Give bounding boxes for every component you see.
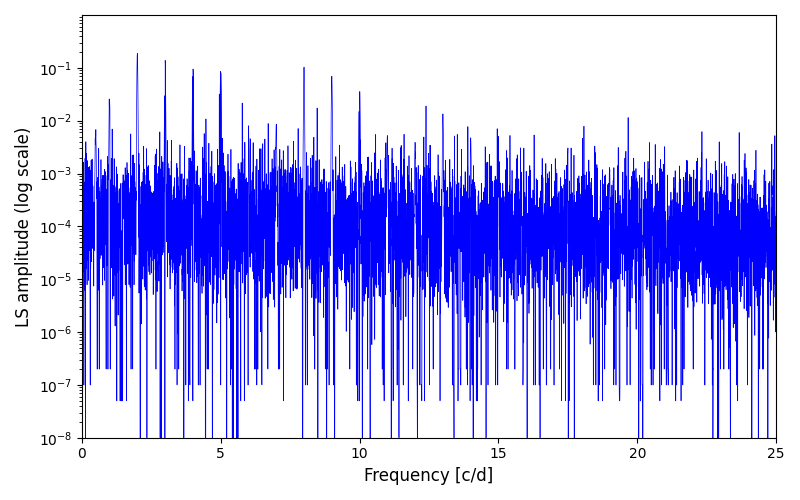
X-axis label: Frequency [c/d]: Frequency [c/d] <box>364 467 494 485</box>
Y-axis label: LS amplitude (log scale): LS amplitude (log scale) <box>15 126 33 326</box>
